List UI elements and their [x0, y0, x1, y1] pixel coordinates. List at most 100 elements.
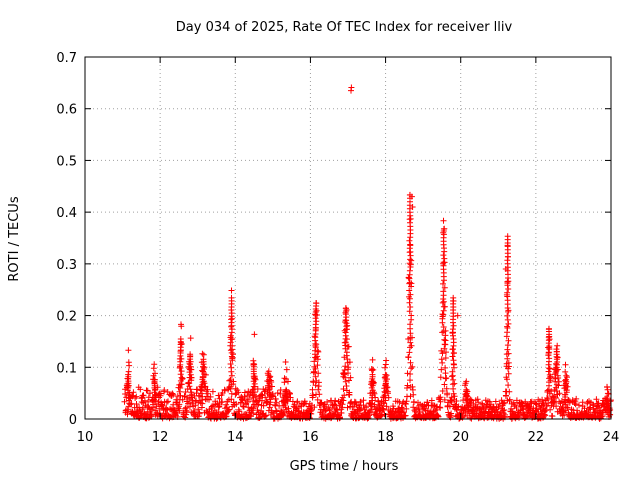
data-point [504, 312, 511, 319]
data-point [274, 390, 281, 396]
data-point [404, 370, 411, 377]
data-point [265, 407, 272, 414]
data-point [437, 398, 444, 405]
data-point [187, 335, 194, 342]
data-point [442, 370, 449, 377]
y-tick-label: 0 [69, 413, 77, 428]
data-point [407, 359, 414, 366]
data-point [504, 342, 511, 349]
data-point [442, 337, 449, 344]
data-point [363, 403, 370, 410]
data-point [504, 397, 511, 404]
data-point [449, 326, 456, 333]
data-point [157, 390, 164, 397]
data-point [199, 373, 206, 380]
data-point [260, 402, 267, 409]
data-point [409, 363, 416, 370]
data-point [407, 304, 414, 310]
data-point [502, 266, 509, 272]
data-point [542, 412, 549, 419]
data-point [532, 400, 539, 407]
data-point [441, 284, 448, 291]
data-point [503, 388, 510, 395]
data-point [449, 346, 456, 353]
data-point [227, 339, 234, 346]
data-point [272, 407, 279, 414]
y-tick-label: 0.6 [56, 103, 77, 118]
data-point [411, 398, 417, 405]
data-point [124, 406, 131, 413]
x-tick-labels: 10 12 14 16 18 20 22 24 [77, 430, 620, 445]
data-point [424, 399, 431, 406]
data-point [550, 399, 557, 406]
data-point [176, 388, 183, 395]
data-point [512, 401, 519, 408]
data-point [332, 397, 339, 404]
data-point [407, 321, 414, 328]
data-point [553, 395, 559, 401]
data-point [186, 396, 193, 402]
data-point [219, 398, 226, 405]
data-point [250, 391, 257, 398]
data-point [228, 287, 235, 294]
data-point [437, 404, 444, 411]
data-point [209, 388, 216, 395]
data-point [178, 355, 185, 362]
data-point [314, 396, 321, 403]
data-point [504, 233, 511, 240]
data-point [505, 320, 512, 327]
data-point [283, 386, 290, 393]
data-point [552, 384, 559, 391]
data-point [407, 264, 414, 270]
data-point [177, 377, 184, 384]
data-point [208, 403, 215, 410]
data-point [369, 356, 376, 363]
data-point [314, 362, 321, 369]
data-point [382, 394, 389, 401]
data-point [377, 413, 384, 420]
data-point [177, 371, 184, 378]
data-point [562, 361, 569, 368]
data-point [235, 406, 242, 413]
data-point [546, 375, 553, 382]
data-point [438, 366, 445, 373]
data-point [244, 392, 251, 399]
data-point [315, 348, 322, 355]
data-point [416, 408, 423, 415]
data-point [539, 396, 546, 403]
data-point [187, 386, 194, 393]
data-point [163, 399, 170, 406]
data-point [450, 322, 457, 329]
data-point [125, 368, 132, 375]
data-point [141, 397, 148, 404]
x-tick-label: 14 [227, 430, 244, 445]
data-point [210, 402, 217, 409]
data-point [342, 374, 349, 381]
y-tick-labels: 0 0.1 0.2 0.3 0.4 0.5 0.6 0.7 [56, 51, 77, 428]
data-point [371, 411, 378, 418]
data-point [313, 300, 320, 306]
data-point [450, 294, 457, 301]
data-point [450, 403, 457, 410]
data-point [369, 371, 376, 378]
data-point [235, 389, 242, 396]
data-point [229, 403, 236, 410]
data-point [228, 396, 235, 403]
data-point [285, 378, 291, 385]
data-point [313, 391, 319, 398]
data-point [441, 336, 448, 343]
data-point [340, 386, 347, 392]
data-point [294, 398, 301, 405]
data-point [451, 396, 458, 403]
data-point [454, 312, 461, 319]
data-point [500, 400, 507, 407]
data-point [151, 361, 158, 368]
data-point [140, 392, 147, 399]
data-point [251, 389, 258, 396]
data-point [227, 376, 234, 383]
data-point [347, 374, 354, 381]
data-point [368, 406, 375, 413]
data-point [150, 401, 156, 408]
data-point [407, 384, 414, 390]
data-point [121, 398, 128, 405]
